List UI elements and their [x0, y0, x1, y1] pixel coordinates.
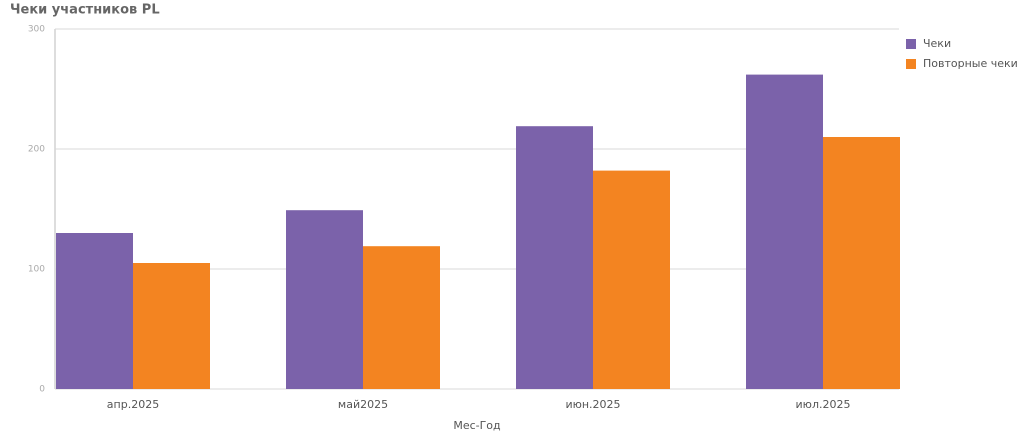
- bar: [516, 126, 593, 389]
- x-tick-label: июл.2025: [796, 398, 851, 411]
- x-tick-label: апр.2025: [107, 398, 159, 411]
- legend-label: Повторные чеки: [923, 57, 1018, 70]
- y-tick-label: 100: [28, 265, 45, 275]
- bar: [363, 246, 440, 389]
- bar: [133, 263, 210, 389]
- x-tick-label: июн.2025: [565, 398, 620, 411]
- y-tick-label: 300: [28, 25, 45, 35]
- bar: [593, 170, 670, 389]
- bar: [286, 210, 363, 389]
- y-tick-label: 200: [28, 145, 45, 155]
- bar: [56, 233, 133, 389]
- legend-swatch: [906, 39, 916, 49]
- legend-swatch: [906, 59, 916, 69]
- y-tick-label: 0: [39, 385, 45, 395]
- chart-title: Чеки участников PL: [10, 3, 160, 18]
- x-tick-label: май2025: [338, 398, 388, 411]
- bar: [823, 137, 900, 389]
- bar: [746, 74, 823, 389]
- x-axis-title: Мес-Год: [453, 419, 501, 432]
- legend-label: Чеки: [923, 37, 951, 50]
